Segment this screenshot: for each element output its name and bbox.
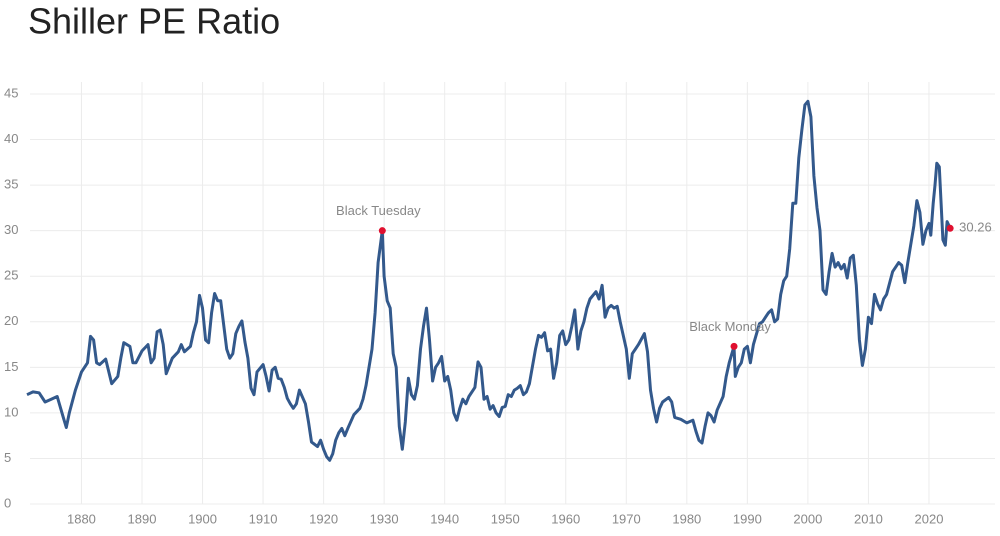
annotation-value: 30.26 [959, 220, 992, 235]
y-tick-label: 45 [4, 85, 18, 100]
y-tick-label: 10 [4, 404, 18, 419]
x-tick-label: 1890 [128, 511, 157, 526]
y-tick-label: 5 [4, 450, 11, 465]
y-tick-label: 25 [4, 268, 18, 283]
x-tick-label: 1910 [249, 511, 278, 526]
annotation-marker [730, 342, 738, 350]
line [26, 99, 952, 462]
x-tick-label: 2020 [915, 511, 944, 526]
x-tick-label: 1900 [188, 511, 217, 526]
y-tick-label: 20 [4, 313, 18, 328]
annotation-label: Black Tuesday [336, 203, 421, 218]
x-tick-label: 2000 [793, 511, 822, 526]
x-tick-label: 1940 [430, 511, 459, 526]
x-tick-label: 1930 [370, 511, 399, 526]
x-tick-label: 1960 [551, 511, 580, 526]
x-tick-label: 1980 [672, 511, 701, 526]
y-tick-label: 0 [4, 495, 11, 510]
annotation-marker [946, 224, 954, 232]
x-tick-label: 1970 [612, 511, 641, 526]
annotation-label: Black Monday [689, 319, 771, 334]
y-tick-label: 40 [4, 131, 18, 146]
y-tick-label: 30 [4, 222, 18, 237]
x-tick-label: 2010 [854, 511, 883, 526]
x-tick-label: 1950 [491, 511, 520, 526]
x-tick-label: 1990 [733, 511, 762, 526]
annotation-marker [378, 227, 386, 235]
y-tick-label: 15 [4, 359, 18, 374]
y-tick-label: 35 [4, 177, 18, 192]
x-tick-label: 1920 [309, 511, 338, 526]
chart-title: Shiller PE Ratio [28, 1, 280, 42]
x-tick-label: 1880 [67, 511, 96, 526]
